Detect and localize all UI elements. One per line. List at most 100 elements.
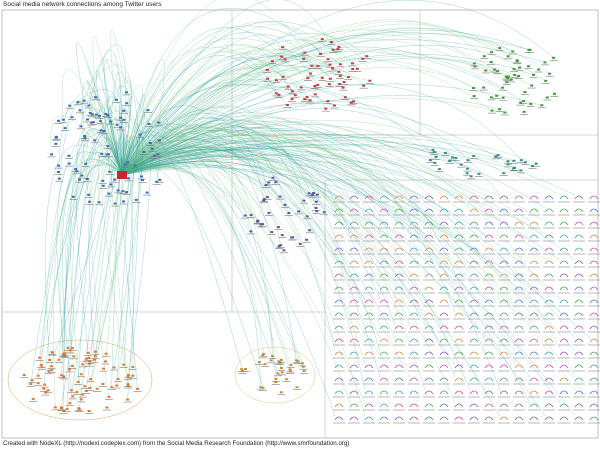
pair-edge: [484, 299, 494, 304]
pair-edge: [409, 416, 419, 421]
node: [53, 406, 57, 409]
pair-edge: [454, 403, 464, 408]
node: [83, 135, 87, 138]
node: [465, 172, 469, 175]
pair-edge: [484, 377, 494, 382]
pair-edge: [439, 338, 449, 343]
pair-edge: [514, 325, 524, 330]
pair-edge: [394, 390, 404, 395]
pair-edge: [454, 286, 464, 291]
pair-edge: [514, 299, 524, 304]
node: [126, 161, 130, 164]
pair-edge: [589, 286, 599, 291]
node: [513, 166, 517, 169]
pair-edge: [529, 299, 539, 304]
pair-edge: [529, 364, 539, 369]
node: [308, 72, 312, 75]
pair-edge: [544, 351, 554, 356]
node: [529, 102, 533, 105]
node: [126, 177, 130, 180]
pair-edge: [364, 403, 374, 408]
node: [90, 113, 94, 116]
pair-edge: [349, 195, 359, 200]
edge: [121, 25, 341, 176]
node: [68, 349, 72, 352]
node: [517, 66, 521, 69]
pair-edge: [379, 234, 389, 239]
pair-edge: [559, 195, 569, 200]
edge: [86, 130, 124, 392]
node: [105, 153, 109, 156]
pair-edge: [424, 390, 434, 395]
pair-edge: [439, 364, 449, 369]
edge: [121, 142, 471, 391]
edge: [39, 129, 123, 358]
pair-edge: [499, 195, 509, 200]
pair-edge: [469, 247, 479, 252]
node: [56, 119, 60, 122]
edge: [103, 57, 124, 176]
node: [63, 354, 67, 357]
pair-edge: [424, 325, 434, 330]
pair-edge: [469, 234, 479, 239]
pair-edge: [499, 416, 509, 421]
edge: [92, 36, 123, 176]
pair-edge: [544, 325, 554, 330]
node: [36, 382, 40, 385]
node: [122, 118, 126, 121]
edge: [121, 130, 279, 374]
pair-edge: [469, 403, 479, 408]
pair-edge: [394, 338, 404, 343]
pair-edge: [349, 325, 359, 330]
cluster-outline: [7, 339, 153, 421]
pair-edge: [499, 377, 509, 382]
edge: [121, 154, 561, 300]
node: [352, 100, 356, 103]
node: [50, 153, 54, 156]
edge: [121, 24, 321, 176]
node: [519, 101, 523, 104]
node: [305, 96, 309, 99]
node: [123, 163, 127, 166]
pair-edge: [379, 260, 389, 265]
node: [101, 367, 105, 370]
node: [101, 184, 105, 187]
edge: [121, 148, 561, 261]
edge: [121, 147, 456, 365]
edge: [121, 21, 353, 176]
pair-edge: [559, 325, 569, 330]
node: [131, 374, 135, 377]
node: [31, 397, 35, 400]
pair-edge: [484, 234, 494, 239]
pair-edge: [574, 260, 584, 265]
pair-edge: [514, 416, 524, 421]
node: [346, 76, 350, 79]
node: [74, 168, 78, 171]
node: [157, 139, 161, 142]
pair-edge: [364, 208, 374, 213]
node: [308, 229, 312, 232]
edge: [121, 103, 521, 176]
edge: [121, 147, 381, 235]
pair-edge: [439, 234, 449, 239]
pair-edge: [379, 364, 389, 369]
node: [302, 199, 306, 202]
edge: [121, 29, 498, 176]
edge: [121, 161, 576, 417]
node: [113, 202, 117, 205]
node: [280, 234, 284, 237]
pair-edge: [349, 208, 359, 213]
pair-edge: [514, 260, 524, 265]
node: [288, 370, 292, 373]
node: [489, 96, 493, 99]
pair-edge: [379, 338, 389, 343]
node: [54, 135, 58, 138]
node: [287, 212, 291, 215]
pair-edge: [439, 299, 449, 304]
node: [302, 370, 306, 373]
node: [39, 363, 43, 366]
node: [156, 153, 160, 156]
node: [264, 184, 268, 187]
pair-edge: [364, 312, 374, 317]
node: [489, 60, 493, 63]
